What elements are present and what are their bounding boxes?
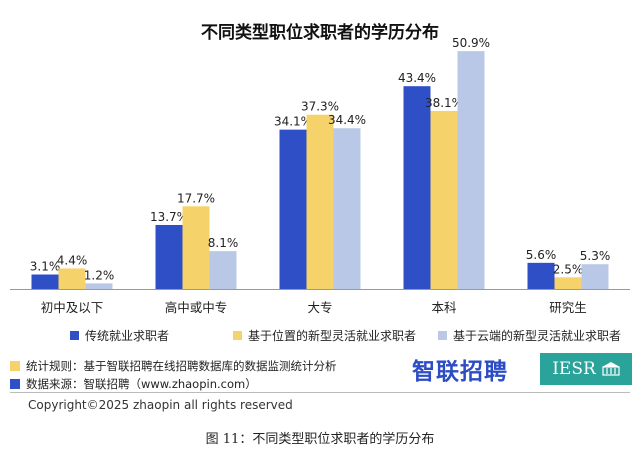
bar-2-3 [306,114,334,289]
building-icon [601,362,620,376]
data-label-2-4: 38.1% [425,96,463,110]
note-source-text: 数据来源：智联招聘（www.zhaopin.com） [26,377,257,391]
chart-notes: 统计规则：基于智联招聘在线招聘数据库的数据监测统计分析 数据来源：智联招聘（ww… [10,357,410,393]
data-label-2-1: 4.4% [57,253,88,267]
data-label-1-5: 5.6% [526,248,557,262]
note-source-swatch [10,379,20,389]
data-label-1-3: 34.1% [274,115,312,129]
data-label-2-2: 17.7% [177,191,215,205]
legend-label-location: 基于位置的新型灵活就业求职者 [248,329,417,343]
figure-caption: 图 11：不同类型职位求职者的学历分布 [205,432,435,447]
legend-item-traditional: 传统就业求职者 [70,327,169,344]
bar-1-3 [279,129,307,289]
bar-2-1 [58,268,86,289]
data-label-3-5: 5.3% [580,249,611,263]
x-tick-label-3: 大专 [307,300,332,315]
data-label-1-2: 13.7% [150,210,188,224]
bar-2-2 [182,206,210,289]
bar-1-5 [527,262,555,289]
copyright-text: Copyright©2025 zhaopin all rights reserv… [28,398,293,412]
data-label-1-4: 43.4% [398,71,436,85]
x-tick-label-4: 本科 [431,300,457,315]
legend-label-cloud: 基于云端的新型灵活就业求职者 [453,329,622,343]
data-label-3-2: 8.1% [208,236,239,250]
divider-line [10,392,630,393]
bar-chart: 3.1%4.4%1.2% 初中及以下 13.7% 17.7% 8.1% 高中或中专 34.1… [10,36,630,315]
x-tick-label-5: 研究生 [549,300,587,315]
bar-1-2 [155,224,183,289]
bar-3-5 [581,264,609,289]
note-rule: 统计规则：基于智联招聘在线招聘数据库的数据监测统计分析 [10,357,410,375]
bar-1-4 [403,86,431,289]
legend-swatch-location [233,331,242,340]
bar-1-1 [31,274,59,289]
data-label-3-3: 34.4% [328,113,366,127]
data-label-1-1: 3.1% [30,260,61,274]
bar-2-5 [554,277,582,289]
data-label-3-1: 1.2% [84,268,115,282]
bar-2-4 [430,110,458,289]
x-tick-label-1: 初中及以下 [41,300,104,315]
legend-item-location: 基于位置的新型灵活就业求职者 [233,327,416,344]
note-rule-text: 统计规则：基于智联招聘在线招聘数据库的数据监测统计分析 [26,359,337,373]
legend-label-traditional: 传统就业求职者 [85,329,170,343]
iesr-logo-text: IESR [552,359,596,379]
note-rule-swatch [10,361,20,371]
data-label-2-3: 37.3% [301,100,339,114]
legend-item-cloud: 基于云端的新型灵活就业求职者 [438,327,621,344]
bar-3-2 [209,251,237,289]
note-source: 数据来源：智联招聘（www.zhaopin.com） [10,375,410,393]
legend-swatch-traditional [70,331,79,340]
x-tick-label-2: 高中或中专 [165,300,228,315]
legend-swatch-cloud [438,331,447,340]
chart-legend: 传统就业求职者 基于位置的新型灵活就业求职者 基于云端的新型灵活就业求职者 [40,327,640,349]
data-label-3-4: 50.9% [452,36,490,50]
data-label-2-5: 2.5% [553,262,584,276]
brand-logos: 智联招聘 IESR [412,352,634,386]
chart-title: 不同类型职位求职者的学历分布 [201,23,439,43]
bar-3-4 [457,51,485,290]
iesr-logo: IESR [540,353,632,385]
bar-3-1 [85,283,113,289]
bar-3-3 [333,128,361,289]
zhaopin-logo: 智联招聘 [412,359,508,385]
